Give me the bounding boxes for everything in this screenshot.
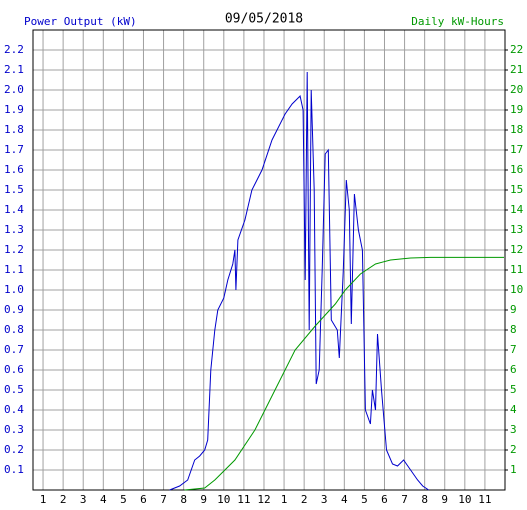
y-tick-label: 0.8	[4, 323, 24, 336]
x-tick-label: 5	[120, 493, 127, 506]
y2-tick-label: 15	[510, 183, 523, 196]
y2-tick-label: 8	[510, 323, 517, 336]
y-tick-label: 1.8	[4, 123, 24, 136]
y2-axis-label: Daily kW-Hours	[411, 15, 504, 28]
y2-tick-label: 9	[510, 303, 517, 316]
y-tick-label: 0.2	[4, 443, 24, 456]
y-tick-label: 1.1	[4, 263, 24, 276]
x-tick-label: 7	[401, 493, 408, 506]
y-tick-label: 0.4	[4, 403, 24, 416]
chart-title: 09/05/2018	[225, 12, 303, 27]
x-tick-label: 8	[421, 493, 428, 506]
x-tick-label: 1	[281, 493, 288, 506]
y2-tick-label: 18	[510, 123, 523, 136]
y-tick-label: 0.3	[4, 423, 24, 436]
x-tick-label: 11	[478, 493, 491, 506]
x-tick-label: 5	[361, 493, 368, 506]
x-tick-label: 7	[160, 493, 167, 506]
x-tick-label: 6	[140, 493, 147, 506]
y2-tick-label: 3	[510, 423, 517, 436]
y2-tick-label: 12	[510, 243, 523, 256]
y-axis-label: Power Output (kW)	[24, 15, 137, 28]
x-tick-label: 3	[321, 493, 328, 506]
y2-tick-label: 19	[510, 103, 523, 116]
y-tick-label: 1.4	[4, 203, 24, 216]
x-tick-label: 4	[100, 493, 107, 506]
y-tick-label: 0.9	[4, 303, 24, 316]
y2-tick-label: 7	[510, 343, 517, 356]
plot-border	[32, 29, 506, 491]
x-tick-label: 12	[257, 493, 270, 506]
y2-tick-label: 21	[510, 63, 523, 76]
y-tick-label: 0.6	[4, 363, 24, 376]
x-tick-label: 2	[301, 493, 308, 506]
x-tick-label: 3	[80, 493, 87, 506]
x-tick-label: 6	[381, 493, 388, 506]
y-tick-label: 1.3	[4, 223, 24, 236]
x-tick-label: 4	[341, 493, 348, 506]
x-tick-label: 2	[60, 493, 67, 506]
y-tick-label: 1.7	[4, 143, 24, 156]
y2-tick-label: 6	[510, 363, 517, 376]
y-tick-label: 2.0	[4, 83, 24, 96]
plot-area	[33, 30, 505, 490]
x-tick-label: 10	[458, 493, 471, 506]
y2-tick-label: 10	[510, 283, 523, 296]
y2-tick-label: 5	[510, 383, 517, 396]
x-tick-label: 8	[180, 493, 187, 506]
y2-tick-label: 13	[510, 223, 523, 236]
y2-tick-label: 11	[510, 263, 523, 276]
y-tick-label: 0.7	[4, 343, 24, 356]
y2-tick-label: 16	[510, 163, 523, 176]
y2-tick-label: 2	[510, 443, 517, 456]
y-tick-label: 1.9	[4, 103, 24, 116]
y2-tick-label: 1	[510, 463, 517, 476]
y-tick-label: 2.2	[4, 43, 24, 56]
y2-tick-label: 17	[510, 143, 523, 156]
series-line	[184, 256, 504, 491]
y2-tick-label: 22	[510, 43, 523, 56]
y-tick-label: 1.5	[4, 183, 24, 196]
x-tick-label: 11	[237, 493, 250, 506]
y2-tick-label: 4	[510, 403, 517, 416]
y-tick-label: 2.1	[4, 63, 24, 76]
y2-tick-label: 20	[510, 83, 523, 96]
y-tick-label: 0.5	[4, 383, 24, 396]
x-tick-label: 9	[441, 493, 448, 506]
y-tick-label: 1.0	[4, 283, 24, 296]
y-tick-label: 0.1	[4, 463, 24, 476]
y-tick-label: 1.6	[4, 163, 24, 176]
x-tick-label: 9	[200, 493, 207, 506]
y-tick-label: 1.2	[4, 243, 24, 256]
x-tick-label: 1	[40, 493, 47, 506]
x-tick-label: 10	[217, 493, 230, 506]
series-line	[169, 71, 429, 491]
y2-tick-label: 14	[510, 203, 524, 216]
